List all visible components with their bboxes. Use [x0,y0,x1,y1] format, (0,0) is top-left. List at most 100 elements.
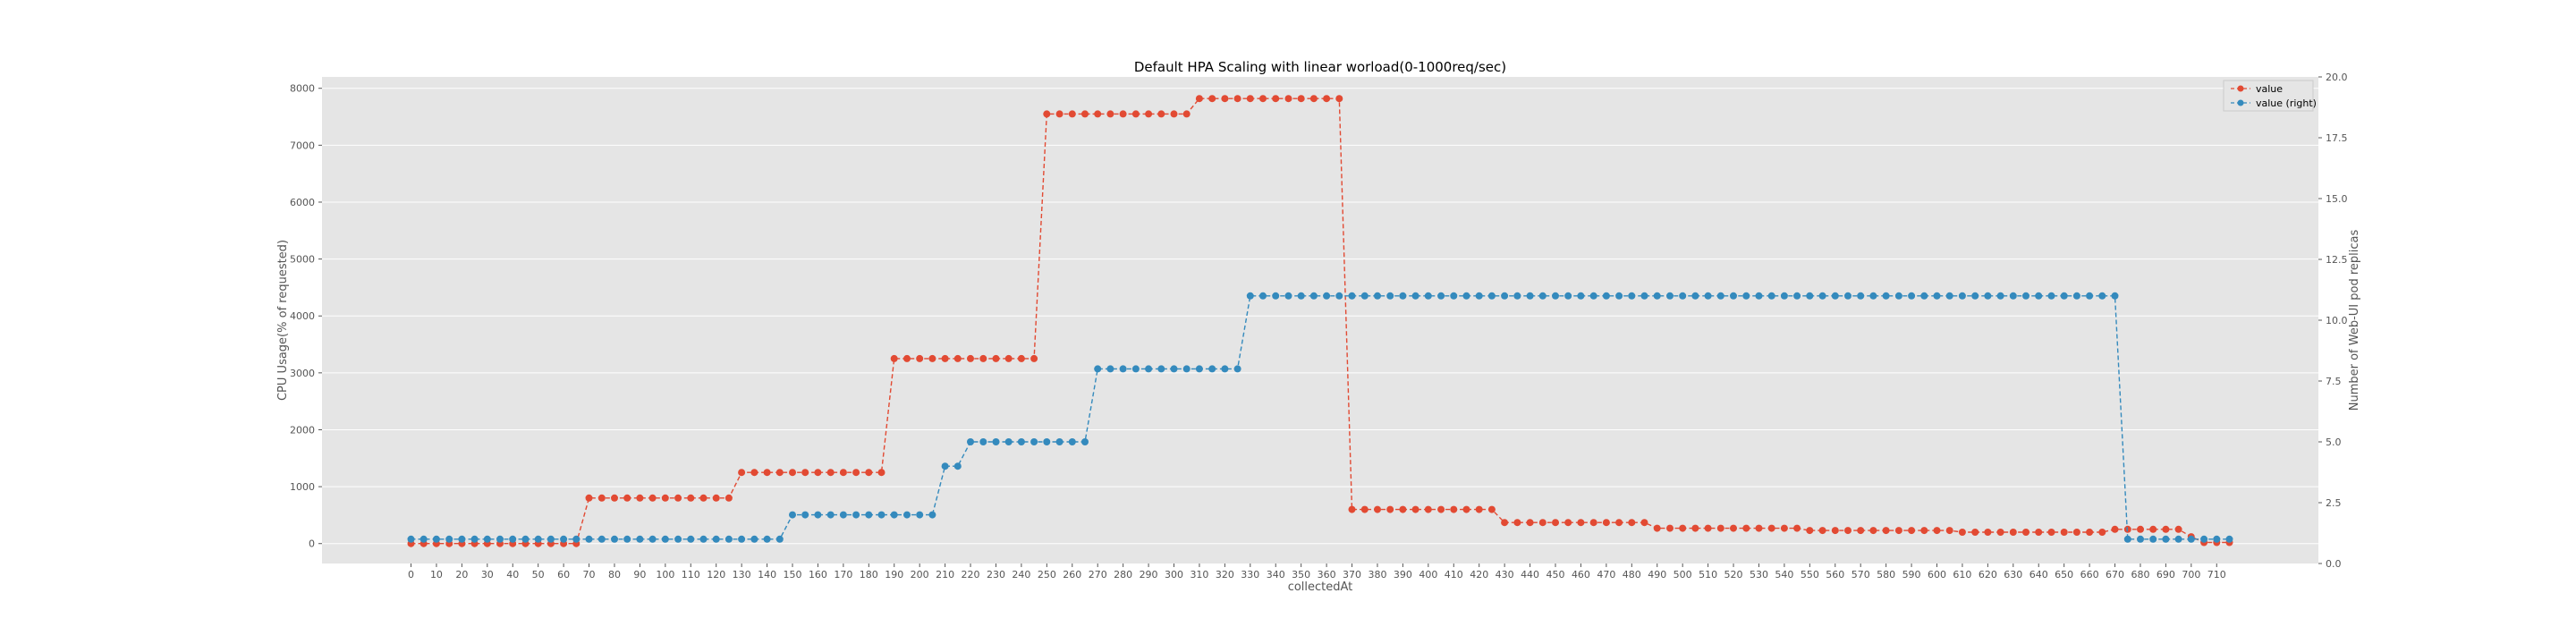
x-tick-label: 600 [1928,569,1946,580]
data-point [1767,524,1775,532]
data-point [1360,505,1368,513]
data-point [611,494,618,502]
data-point [1081,110,1089,118]
data-point [1272,95,1280,103]
x-tick-label: 120 [707,569,725,580]
data-point [789,469,796,477]
data-point [496,535,504,543]
data-point [1869,292,1877,300]
data-point [2060,292,2068,300]
data-point [1933,292,1941,300]
data-point [521,535,530,543]
x-tick-label: 570 [1852,569,1870,580]
data-point [687,535,695,543]
data-point [1004,438,1013,445]
data-point [1094,365,1102,373]
data-point [2047,529,2055,536]
data-point [992,354,1000,362]
x-tick-label: 90 [633,569,646,580]
data-point [1908,292,1916,300]
data-point [1323,95,1331,103]
data-point [979,438,987,445]
data-point [1374,292,1381,300]
data-point [2149,535,2157,543]
data-point [2022,292,2029,300]
data-point [1017,354,1025,362]
data-point [1030,354,1038,362]
data-point [1475,292,1483,300]
data-point [2047,292,2055,300]
y-left-tick-label: 5000 [290,254,315,266]
data-point [1564,519,1572,527]
data-point [826,469,835,477]
data-point [738,469,746,477]
data-point [979,354,987,362]
data-point [1679,292,1687,300]
data-point [1323,292,1331,300]
y-left-tick-label: 2000 [290,424,315,436]
data-point [941,462,949,470]
data-point [2137,535,2144,543]
data-point [2098,529,2106,536]
x-tick-label: 60 [557,569,570,580]
data-point [432,535,440,543]
data-point [1462,505,1470,513]
data-point [2162,535,2170,543]
data-point [1730,292,1737,300]
x-tick-label: 130 [733,569,751,580]
data-point [636,535,644,543]
x-tick-label: 430 [1496,569,1514,580]
y-left-axis-ticks: 0 1000 2000 3000 4000 5000 6000 7000 8000 [290,83,322,550]
x-tick-label: 490 [1648,569,1666,580]
data-point [1297,292,1305,300]
data-point [648,535,657,543]
data-point [597,494,606,502]
data-point [1145,365,1153,373]
data-point [1958,529,1966,536]
data-point [1628,292,1636,300]
data-point [712,535,720,543]
data-point [852,511,860,519]
data-point [1437,292,1445,300]
data-point [865,511,873,519]
data-point [1487,505,1496,513]
x-tick-label: 550 [1801,569,1819,580]
data-point [1386,292,1394,300]
data-point [839,469,847,477]
data-point [1653,524,1661,532]
data-point [763,469,771,477]
data-point [1208,95,1216,103]
data-point [1055,110,1063,118]
data-point [1564,292,1572,300]
data-point [2213,535,2221,543]
data-point [1691,524,1699,532]
data-point [1221,95,1229,103]
data-point [2060,529,2068,536]
data-point [1857,292,1865,300]
data-point [2035,529,2043,536]
data-point [2072,529,2080,536]
data-point [1666,292,1674,300]
series-layer [407,95,2233,547]
y-right-tick-label: 12.5 [2326,254,2348,266]
data-point [1908,527,1916,535]
data-point [1309,95,1318,103]
x-tick-label: 190 [885,569,903,580]
x-tick-label: 560 [1826,569,1844,580]
x-tick-label: 220 [962,569,980,580]
x-tick-label: 700 [2182,569,2200,580]
data-point [1920,292,1928,300]
x-tick-label: 100 [656,569,674,580]
data-point [1552,292,1559,300]
x-tick-label: 450 [1546,569,1565,580]
y-right-tick-label: 0.0 [2326,558,2342,570]
data-point [2137,525,2144,533]
data-point [1004,354,1013,362]
data-point [1882,527,1890,535]
data-point [1068,438,1076,445]
data-point [1233,95,1241,103]
data-point [928,511,936,519]
data-point [1145,110,1153,118]
data-point [2009,292,2017,300]
data-point [953,462,962,470]
